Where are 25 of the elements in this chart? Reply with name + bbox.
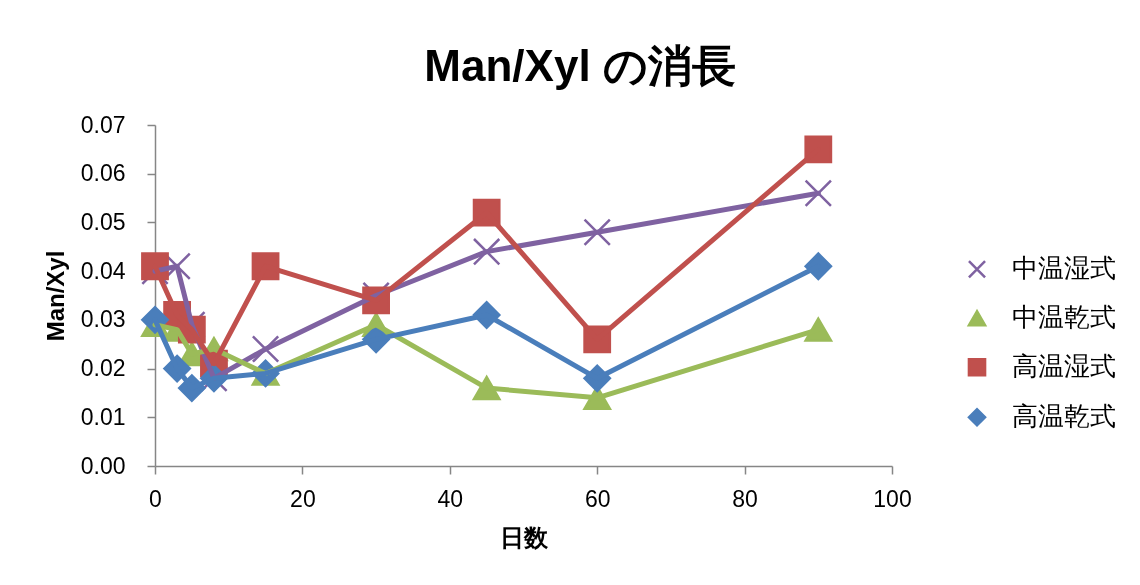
- y-axis-title: Man/Xyl: [41, 250, 69, 342]
- legend-label: 高温湿式: [1012, 351, 1116, 382]
- y-tick-label: 0.04: [80, 257, 126, 284]
- point: [251, 335, 280, 363]
- x-tick-label: 20: [290, 485, 316, 512]
- x-tick-label: 40: [437, 485, 464, 512]
- y-tick-label: 0.05: [80, 208, 126, 235]
- point: [804, 179, 833, 208]
- point: [583, 218, 612, 247]
- y-tick-label: 0.01: [80, 403, 126, 430]
- y-tick-label: 0.06: [80, 160, 126, 187]
- legend-label: 中温乾式: [1012, 302, 1116, 333]
- y-tick-label: 0.03: [80, 306, 126, 333]
- chart-title: Man/Xyl の消長: [424, 41, 736, 90]
- y-tick-label: 0.07: [80, 111, 126, 138]
- point: [472, 237, 501, 266]
- x-tick-label: 60: [584, 485, 611, 512]
- x-tick-label: 80: [732, 485, 758, 512]
- x-axis-title: 日数: [500, 523, 549, 551]
- y-tick-label: 0.00: [80, 452, 126, 479]
- x-tick-label: 0: [149, 485, 162, 512]
- y-tick-label: 0.02: [80, 355, 126, 382]
- legend-label: 中温湿式: [1012, 253, 1116, 284]
- legend-label: 高温乾式: [1012, 401, 1116, 432]
- x-tick-label: 100: [873, 485, 912, 512]
